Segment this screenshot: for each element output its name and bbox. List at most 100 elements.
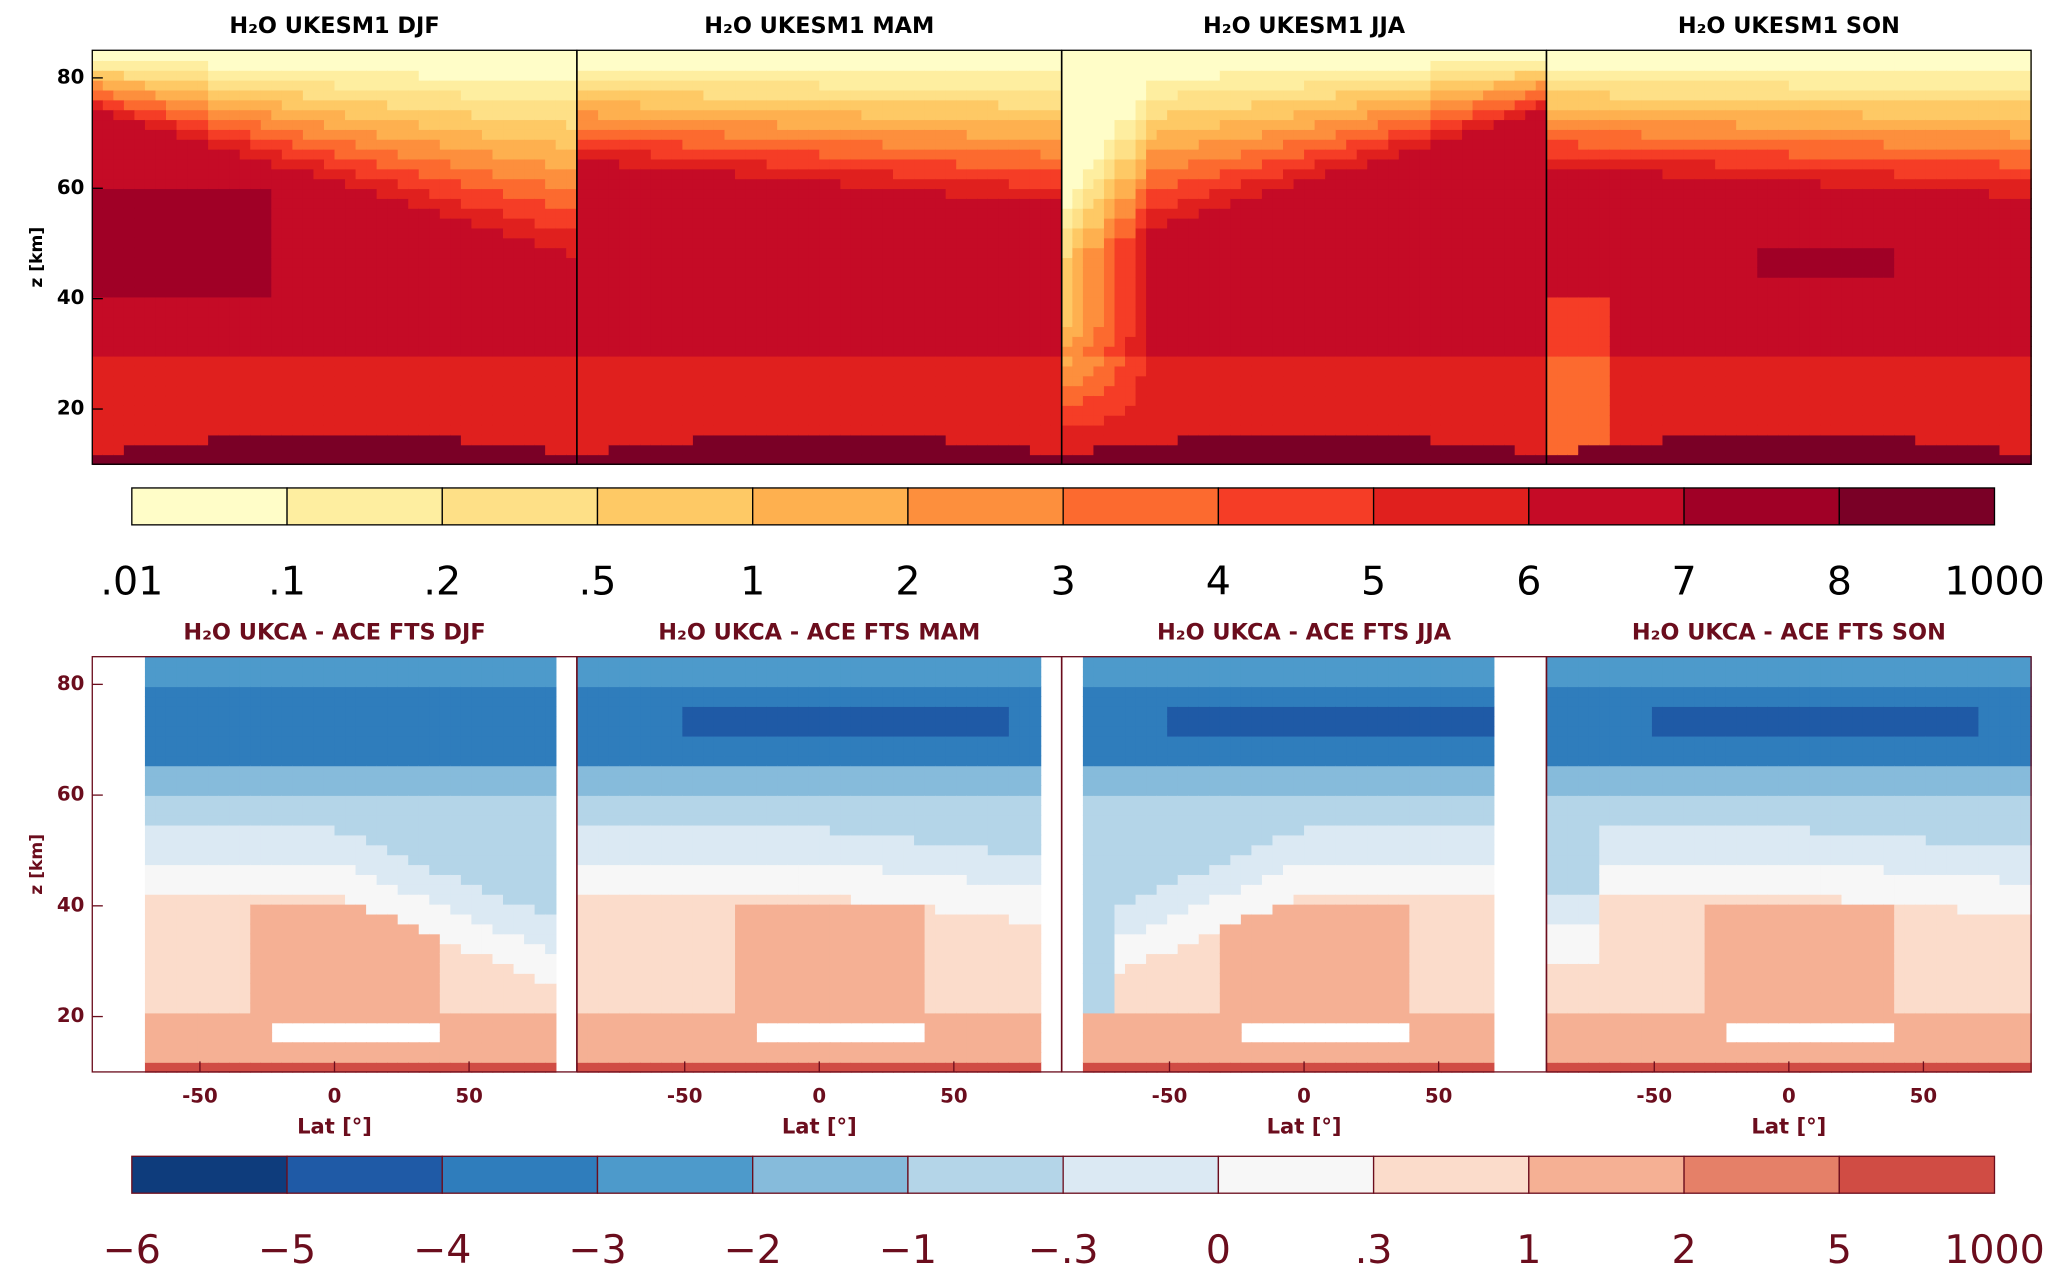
contour-cell — [998, 148, 1010, 160]
contour-cell — [566, 316, 578, 328]
contour-cell — [176, 119, 188, 130]
contour-cell — [1209, 405, 1221, 416]
contour-cell — [798, 207, 810, 219]
contour-cell — [713, 188, 726, 199]
contour-cell — [903, 444, 915, 456]
contour-cell — [829, 326, 842, 337]
contour-cell — [1188, 60, 1200, 71]
contour-cell — [692, 148, 705, 160]
contour-cell — [1167, 395, 1179, 406]
contour-cell — [271, 158, 283, 170]
contour-cell — [481, 434, 494, 446]
contour-cell — [998, 119, 1010, 130]
contour-cell — [1177, 138, 1190, 150]
contour-cell — [640, 188, 652, 199]
contour-cell — [1103, 414, 1116, 426]
contour-cell — [893, 395, 905, 406]
contour-cell — [187, 138, 199, 150]
contour-cell — [1146, 178, 1158, 190]
contour-cell — [271, 444, 283, 456]
contour-cell — [418, 89, 431, 101]
contour-cell — [1209, 375, 1221, 387]
contour-cell — [1198, 227, 1211, 239]
contour-cell — [977, 188, 989, 199]
contour-cell — [987, 70, 1000, 81]
contour-cell — [1125, 129, 1137, 140]
contour-cell — [1283, 276, 1295, 288]
contour-cell — [1209, 267, 1221, 278]
contour-cell — [1293, 414, 1305, 426]
contour-cell — [1135, 50, 1147, 61]
contour-cell — [935, 444, 947, 456]
contour-cell — [977, 237, 989, 249]
contour-cell — [924, 365, 936, 377]
contour-cell — [819, 306, 831, 318]
contour-cell — [703, 316, 715, 328]
contour-cell — [366, 395, 378, 406]
contour-cell — [756, 316, 768, 328]
contour-cell — [924, 286, 936, 298]
contour-cell — [250, 306, 262, 318]
contour-cell — [165, 316, 178, 328]
contour-cell — [323, 129, 336, 140]
contour-cell — [302, 237, 315, 249]
contour-cell — [724, 50, 736, 61]
contour-cell — [1198, 424, 1211, 436]
contour-cell — [481, 414, 494, 426]
contour-cell — [376, 296, 388, 308]
contour-cell — [155, 375, 167, 387]
contour-cell — [165, 355, 178, 367]
contour-cell — [387, 286, 399, 298]
contour-cell — [745, 326, 757, 337]
contour-cell — [703, 296, 715, 308]
contour-cell — [671, 276, 684, 288]
contour-cell — [439, 148, 452, 160]
contour-cell — [1188, 79, 1200, 91]
contour-cell — [1125, 217, 1137, 229]
contour-cell — [513, 414, 525, 426]
contour-cell — [1230, 188, 1242, 199]
contour-cell — [713, 306, 726, 318]
contour-cell — [197, 198, 209, 209]
contour-cell — [1219, 207, 1232, 219]
contour-cell — [861, 148, 873, 160]
contour-cell — [640, 454, 652, 466]
contour-cell — [703, 454, 715, 466]
contour-cell — [598, 286, 610, 298]
contour-cell — [1209, 247, 1221, 259]
contour-cell — [313, 60, 325, 71]
contour-cell — [323, 138, 336, 150]
contour-cell — [587, 286, 599, 298]
contour-cell — [956, 365, 968, 377]
contour-cell — [998, 188, 1010, 199]
contour-cell — [1335, 286, 1347, 298]
contour-cell — [1156, 129, 1168, 140]
contour-cell — [271, 405, 283, 416]
contour-cell — [155, 276, 167, 288]
contour-cell — [840, 119, 852, 130]
contour-cell — [577, 306, 589, 318]
contour-cell — [1019, 444, 1031, 456]
contour-cell — [418, 286, 431, 298]
contour-cell — [281, 247, 294, 259]
contour-cell — [1040, 247, 1052, 259]
contour-cell — [408, 286, 420, 298]
contour-cell — [756, 444, 768, 456]
contour-cell — [850, 444, 863, 456]
contour-cell — [197, 267, 209, 278]
contour-cell — [524, 138, 536, 150]
contour-cell — [1146, 188, 1158, 199]
contour-cell — [1335, 237, 1347, 249]
contour-cell — [977, 79, 989, 91]
contour-cell — [608, 168, 620, 180]
contour-cell — [1061, 286, 1074, 298]
contour-cell — [766, 336, 778, 347]
contour-cell — [229, 385, 241, 397]
contour-cell — [1261, 276, 1274, 288]
contour-cell — [534, 138, 546, 150]
contour-cell — [545, 109, 557, 121]
contour-cell — [1146, 237, 1158, 249]
contour-cell — [387, 188, 399, 199]
contour-cell — [471, 257, 483, 268]
contour-cell — [945, 198, 957, 209]
